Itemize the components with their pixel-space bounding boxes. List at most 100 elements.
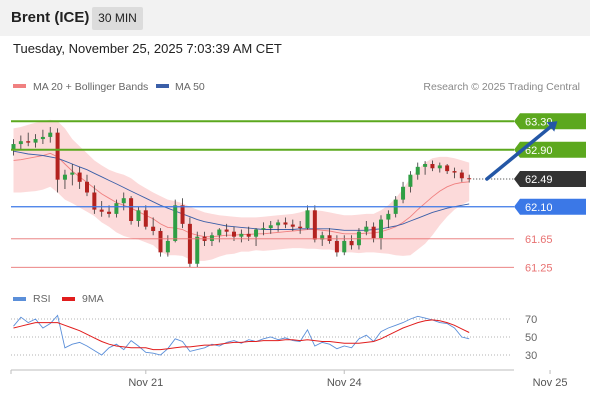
candle: [298, 221, 303, 234]
candle-body: [173, 205, 178, 241]
candle-body: [452, 171, 457, 173]
level-tag: [514, 170, 586, 187]
candle: [217, 228, 222, 243]
candle: [195, 231, 200, 268]
candle: [364, 221, 369, 236]
candle: [26, 132, 31, 147]
candle-body: [165, 240, 170, 253]
candle-body: [283, 222, 288, 225]
chart-header: Brent (ICE) 30 MIN: [0, 0, 590, 36]
legend-swatch-rsi: [13, 297, 26, 301]
level-label: 62.49: [525, 174, 553, 186]
candle: [379, 215, 383, 250]
candle-body: [99, 209, 104, 212]
candle-body: [180, 205, 185, 224]
candle-body: [379, 219, 383, 239]
candle-body: [85, 181, 89, 193]
candle-body: [209, 235, 214, 241]
candle-body: [290, 224, 295, 227]
candle-body: [312, 210, 317, 240]
candle: [290, 219, 295, 231]
candle-body: [459, 172, 464, 179]
legend-swatch-ma50: [156, 84, 169, 88]
level-label: 62.90: [525, 145, 553, 157]
price-plot: [11, 119, 472, 268]
candle: [437, 162, 442, 173]
chart-svg: MA 20 + Bollinger Bands MA 50 Research ©…: [10, 81, 586, 389]
level-label: 62.10: [525, 202, 553, 214]
candle-body: [430, 164, 435, 169]
price-legend: MA 20 + Bollinger Bands MA 50: [13, 81, 205, 93]
candle-body: [33, 139, 38, 143]
level-62.49: 62.49: [473, 170, 586, 187]
candle: [408, 171, 413, 193]
projection-arrowhead: [546, 121, 558, 132]
candle-body: [327, 235, 332, 241]
candle-body: [224, 229, 229, 232]
rsi-legend: RSI 9MA: [13, 293, 104, 305]
candle-body: [401, 186, 406, 200]
rsi-tick-label: 30: [525, 350, 537, 362]
bollinger-band: [13, 119, 470, 261]
candle: [18, 135, 23, 150]
candle-body: [62, 174, 67, 180]
x-tick-label: Nov 25: [533, 377, 568, 389]
rsi-ma-line: [13, 319, 470, 351]
candle-body: [408, 174, 413, 187]
candle: [283, 217, 288, 229]
candle: [92, 185, 97, 214]
candle-body: [239, 233, 244, 237]
legend-label-ma20: MA 20 + Bollinger Bands: [33, 81, 148, 93]
candle: [33, 134, 38, 148]
candle-body: [246, 233, 251, 237]
legend-swatch-ma20: [13, 84, 26, 88]
candle: [62, 169, 67, 189]
candle-body: [217, 229, 222, 236]
candle: [386, 210, 391, 229]
rsi-line: [13, 314, 470, 356]
candle-body: [70, 172, 75, 175]
level-label: 61.65: [525, 234, 553, 246]
candle: [11, 139, 16, 156]
candle: [430, 160, 435, 172]
candle-body: [18, 141, 23, 145]
candle: [423, 161, 428, 175]
level-tag: [514, 113, 586, 130]
candle-body: [232, 231, 236, 237]
level-61.25: 61.25: [11, 262, 553, 274]
legend-label-rsi: RSI: [33, 293, 51, 305]
candle: [85, 174, 89, 197]
candle: [254, 228, 259, 246]
candle-body: [129, 198, 134, 221]
candle: [312, 205, 317, 243]
candle-body: [445, 165, 450, 172]
candle: [55, 128, 60, 193]
candle: [187, 217, 192, 268]
candle-body: [254, 229, 259, 237]
candle-body: [107, 211, 112, 214]
candle-body: [151, 226, 156, 231]
x-tick-label: Nov 24: [327, 377, 362, 389]
candle-body: [334, 240, 339, 253]
level-label: 61.25: [525, 262, 553, 274]
candle-body: [268, 225, 273, 229]
level-tag: [514, 198, 586, 215]
candle-body: [437, 165, 442, 169]
timeframe-button[interactable]: 30 MIN: [92, 7, 143, 30]
candle: [224, 223, 229, 237]
candle-body: [158, 230, 163, 253]
candle-body: [298, 226, 303, 229]
instrument-title: Brent (ICE): [11, 9, 90, 26]
candle-body: [40, 136, 45, 140]
candle-body: [26, 141, 31, 143]
candle-body: [415, 166, 420, 175]
candle: [158, 228, 163, 257]
candle-body: [55, 132, 60, 180]
candle: [459, 169, 464, 182]
candle-body: [11, 144, 16, 150]
candle: [305, 205, 310, 230]
level-63.30: 63.30: [11, 113, 586, 130]
candle: [114, 199, 119, 218]
